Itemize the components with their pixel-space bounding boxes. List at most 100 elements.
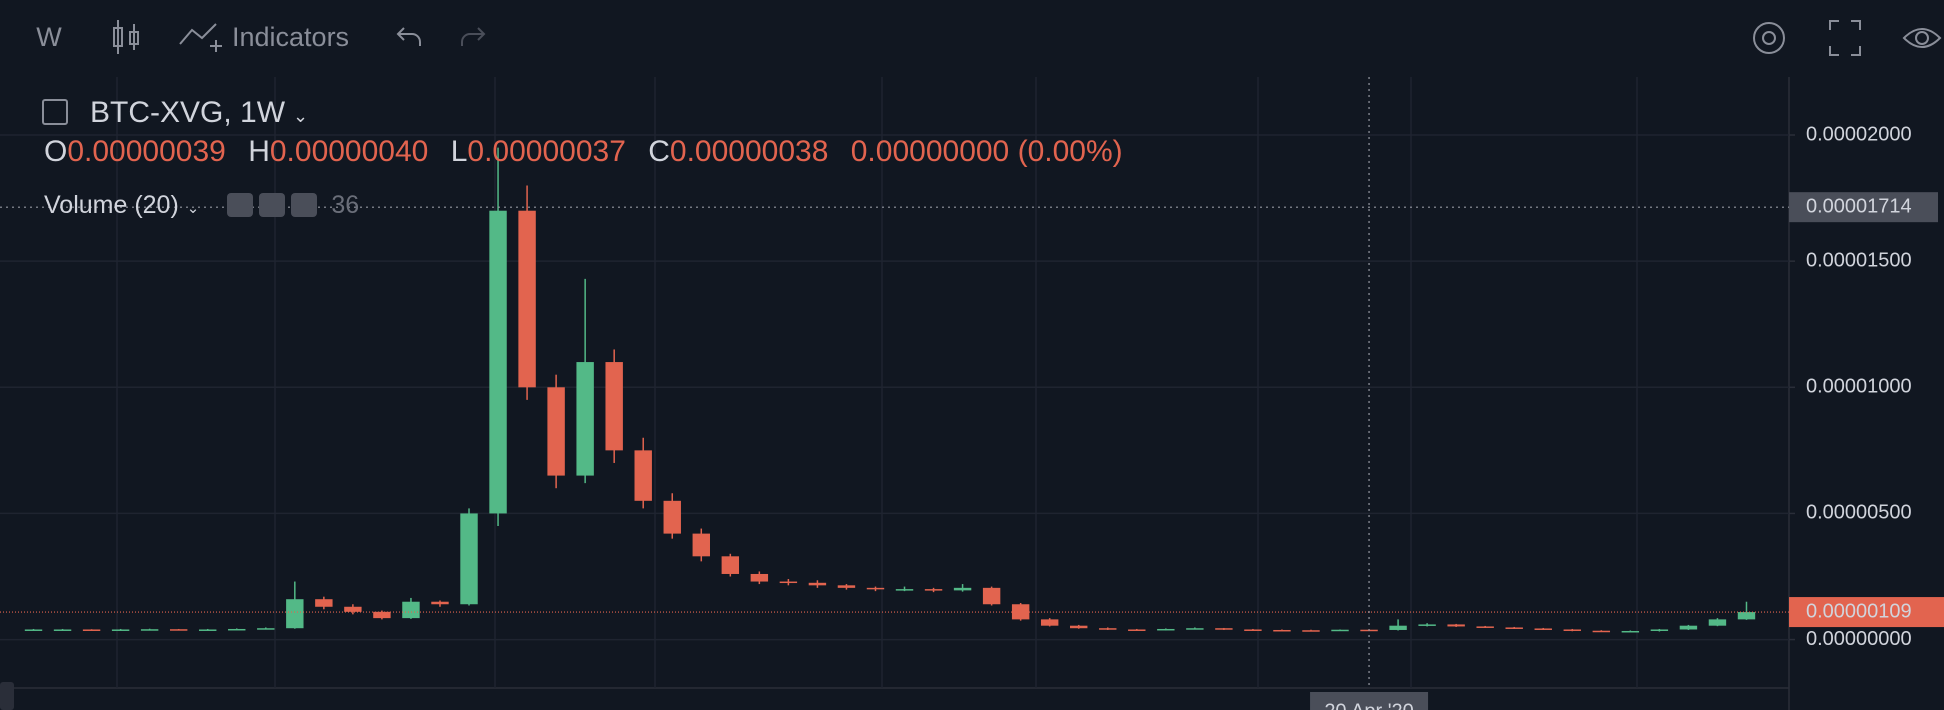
y-tick-label: 0.00002000 bbox=[1806, 123, 1912, 145]
hide-button[interactable] bbox=[227, 193, 254, 217]
candle-body bbox=[1737, 612, 1756, 620]
collapse-tab[interactable] bbox=[0, 682, 14, 710]
high-value: 0.00000040 bbox=[269, 135, 429, 168]
candle-body bbox=[1040, 619, 1059, 626]
candle-body bbox=[1476, 626, 1494, 628]
volume-legend: Volume (20) ⌄ 36 bbox=[44, 191, 359, 220]
candle-body bbox=[1215, 628, 1233, 630]
settings-button[interactable] bbox=[259, 193, 286, 217]
candle-body bbox=[924, 589, 943, 591]
candle-body bbox=[24, 629, 43, 631]
open-label: O bbox=[44, 135, 68, 168]
undo-button[interactable] bbox=[396, 27, 421, 46]
candle-body bbox=[1273, 629, 1291, 632]
fullscreen-button[interactable] bbox=[1829, 20, 1861, 56]
last-price-label: 0.00000109 bbox=[1806, 600, 1912, 622]
candle-body bbox=[1418, 624, 1436, 626]
candle-body bbox=[1157, 628, 1175, 631]
low-label: L bbox=[450, 135, 468, 168]
candle-body bbox=[286, 599, 304, 629]
candle-body bbox=[315, 599, 333, 607]
candle-body bbox=[1186, 628, 1204, 630]
close-label: C bbox=[648, 135, 670, 168]
candle-body bbox=[82, 629, 101, 631]
settings-button[interactable] bbox=[1753, 22, 1785, 54]
candle-body bbox=[140, 629, 159, 631]
candle-body bbox=[692, 533, 710, 557]
candle-body bbox=[1070, 625, 1088, 629]
ohlc-row: O0.00000039 H0.00000040 L0.00000037 C0.0… bbox=[44, 135, 1123, 169]
y-tick-label: 0.00001000 bbox=[1806, 376, 1912, 398]
crosshair-date-label: 20 Apr '20 bbox=[1324, 700, 1413, 710]
candle-body bbox=[605, 362, 623, 451]
candle-body bbox=[1389, 625, 1407, 630]
crosshair-date-badge bbox=[1310, 692, 1429, 710]
chart-type-button[interactable] bbox=[113, 20, 139, 54]
close-value: 0.00000038 bbox=[669, 135, 829, 168]
change-value: 0.00000000 (0.00%) bbox=[850, 135, 1123, 168]
candle-body bbox=[1244, 629, 1262, 631]
volume-title[interactable]: Volume (20) bbox=[44, 191, 179, 219]
candle-body bbox=[1621, 630, 1640, 633]
dropdown-caret[interactable]: ⌄ bbox=[293, 106, 309, 126]
candle-body bbox=[169, 629, 188, 631]
candle-body bbox=[1563, 629, 1581, 631]
candle-body bbox=[489, 210, 507, 514]
candle-body bbox=[1505, 627, 1523, 629]
y-tick-label: 0.00000500 bbox=[1806, 502, 1912, 524]
interval-button[interactable]: W bbox=[36, 22, 62, 52]
candle-body bbox=[779, 581, 798, 584]
candle-body bbox=[1099, 628, 1117, 630]
candle-body bbox=[402, 601, 420, 619]
candle-body bbox=[982, 587, 1001, 605]
candle-body bbox=[663, 500, 681, 534]
candle-body bbox=[1650, 629, 1669, 631]
crosshair-price-badge bbox=[1789, 192, 1938, 223]
candle-body bbox=[111, 629, 130, 631]
candle-body bbox=[1302, 630, 1320, 632]
candle-body bbox=[344, 606, 362, 612]
candle-body bbox=[837, 585, 856, 588]
candle-body bbox=[750, 573, 769, 582]
candle-body bbox=[576, 362, 594, 476]
indicators-icon[interactable] bbox=[179, 23, 222, 52]
indicators-button[interactable]: Indicators bbox=[232, 22, 349, 52]
candle-body bbox=[634, 450, 652, 501]
dropdown-caret[interactable]: ⌄ bbox=[186, 200, 200, 217]
candle-body bbox=[866, 587, 885, 590]
candle-body bbox=[808, 582, 827, 586]
visibility-button[interactable] bbox=[1902, 28, 1942, 48]
candle-body bbox=[460, 513, 478, 605]
candle-body bbox=[895, 589, 914, 591]
candle-body bbox=[373, 611, 391, 619]
legend-title-row: BTC-XVG, 1W ⌄ bbox=[42, 96, 308, 130]
last-price-badge bbox=[1789, 597, 1944, 628]
open-value: 0.00000039 bbox=[67, 135, 226, 168]
candle-body bbox=[228, 628, 246, 631]
redo-button[interactable] bbox=[461, 27, 486, 46]
candle-body bbox=[547, 387, 565, 476]
candle-body bbox=[1331, 629, 1349, 632]
candle-body bbox=[1128, 629, 1146, 631]
vertical-grid bbox=[116, 77, 1638, 688]
candle-body bbox=[1447, 624, 1465, 627]
crosshair-price-label: 0.00001714 bbox=[1806, 195, 1912, 217]
symbol[interactable]: BTC-XVG, 1W bbox=[90, 96, 286, 129]
candle-body bbox=[953, 587, 972, 591]
collapse-legend-button[interactable] bbox=[42, 99, 68, 125]
volume-value: 36 bbox=[331, 191, 360, 219]
candle-body bbox=[199, 629, 217, 631]
remove-button[interactable] bbox=[291, 193, 318, 217]
y-tick-label: 0.00001500 bbox=[1806, 249, 1912, 271]
candle-body bbox=[431, 601, 449, 605]
candle-body bbox=[1592, 630, 1611, 633]
candle-body bbox=[518, 210, 536, 388]
y-tick-label: 0.00000000 bbox=[1806, 628, 1912, 650]
low-value: 0.00000037 bbox=[467, 135, 626, 168]
candle-body bbox=[53, 629, 72, 631]
candle-body bbox=[1708, 619, 1727, 626]
candle-body bbox=[721, 556, 740, 574]
high-label: H bbox=[248, 135, 270, 168]
